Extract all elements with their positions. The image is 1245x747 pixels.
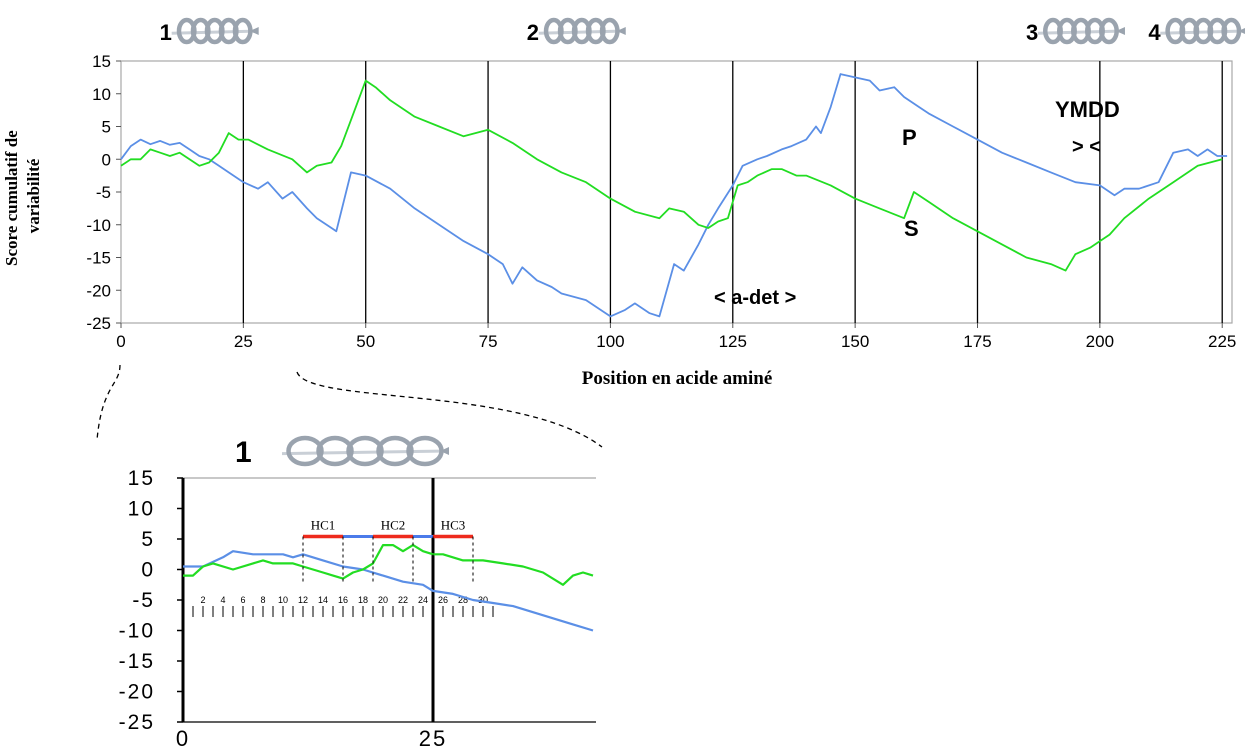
inset-y-tick-label: 10 bbox=[128, 498, 155, 521]
inset-x-tick-label: 25 bbox=[419, 726, 447, 747]
inset-y-tick-label: -5 bbox=[132, 589, 155, 612]
zoom-connector-left bbox=[96, 364, 121, 441]
x-tick-label: 0 bbox=[116, 332, 125, 351]
residue-number: 28 bbox=[458, 595, 468, 605]
inset-helix-marker: 1 bbox=[235, 435, 449, 469]
helix-icon-axis bbox=[1037, 29, 1125, 35]
residue-number: 12 bbox=[298, 595, 308, 605]
series-line-S bbox=[120, 79, 1223, 272]
annotation-ymdd-arrows: > < bbox=[1072, 136, 1101, 158]
y-tick-label: -10 bbox=[86, 216, 111, 235]
helix-label: 2 bbox=[527, 20, 539, 45]
inset-y-ticks: 15 10 5 0 -5 -10 -15 -20 -25 bbox=[119, 467, 183, 734]
x-tick-label: 175 bbox=[963, 332, 991, 351]
helix-icon-tip bbox=[249, 27, 259, 35]
residue-number: 26 bbox=[438, 595, 448, 605]
inset-x-ticks: 0 25 bbox=[176, 726, 447, 747]
inset-helix-icon-axis bbox=[281, 449, 449, 456]
helix-label: 1 bbox=[160, 20, 172, 45]
helix-icon-tip bbox=[1238, 28, 1245, 34]
inset-y-tick-label: -20 bbox=[119, 681, 155, 704]
main-x-ticks: 0 25 50 75 100 125 150 175 200 225 bbox=[116, 323, 1236, 351]
residue-number: 24 bbox=[418, 595, 428, 605]
helix-icon-tip bbox=[1115, 27, 1125, 35]
helix-label: 3 bbox=[1026, 20, 1038, 45]
main-series bbox=[120, 73, 1228, 318]
inset-series-line-S bbox=[183, 543, 594, 586]
helix-icon-axis bbox=[538, 29, 625, 35]
residue-number: 10 bbox=[278, 595, 288, 605]
inset-hc-regions: HC1 HC2 HC3 bbox=[302, 518, 474, 583]
residue-number: 18 bbox=[358, 595, 368, 605]
x-tick-label: 125 bbox=[719, 332, 747, 351]
helix-icon-axis bbox=[171, 29, 258, 35]
main-grid bbox=[242, 61, 1223, 323]
main-y-axis-label: Score cumulatif de variabilité bbox=[2, 126, 43, 266]
helix-icon-tip bbox=[616, 27, 626, 35]
helix-icon bbox=[1037, 17, 1125, 45]
hc-region-label: HC2 bbox=[381, 518, 406, 533]
residue-number: 4 bbox=[220, 595, 225, 605]
inset-series-line-P bbox=[183, 550, 594, 632]
inset-helix-icon-turn bbox=[376, 435, 414, 467]
hc-region-label: HC1 bbox=[311, 518, 336, 533]
inset-helix-icon-turn bbox=[346, 435, 384, 467]
helix-label: 4 bbox=[1148, 20, 1161, 45]
inset-x-tick-label: 0 bbox=[176, 726, 190, 747]
y-tick-label: 0 bbox=[102, 150, 111, 169]
inset-residue-ruler: 2 4 6 8 10 12 14 16 18 20 22 24 26 28 30 bbox=[192, 595, 494, 617]
residue-number: 14 bbox=[318, 595, 328, 605]
inset-helix-icon-turn bbox=[316, 435, 354, 467]
annotation-S: S bbox=[904, 216, 919, 241]
residue-number: 8 bbox=[260, 595, 265, 605]
x-tick-label: 200 bbox=[1086, 332, 1114, 351]
x-tick-label: 25 bbox=[234, 332, 253, 351]
inset-y-tick-label: 5 bbox=[141, 528, 155, 551]
x-tick-label: 100 bbox=[596, 332, 624, 351]
inset-y-tick-label: -15 bbox=[119, 650, 155, 673]
main-y-ticks: 15 10 5 0 -5 -10 -15 -20 -25 bbox=[86, 52, 121, 333]
x-tick-label: 50 bbox=[356, 332, 375, 351]
helix-icon bbox=[1160, 17, 1245, 45]
x-tick-label: 150 bbox=[841, 332, 869, 351]
inset-y-tick-label: 15 bbox=[128, 467, 155, 490]
inset-series bbox=[183, 543, 594, 632]
main-x-axis-label: Position en acide aminé bbox=[582, 368, 773, 389]
residue-number: 6 bbox=[240, 595, 245, 605]
residue-number: 2 bbox=[200, 595, 205, 605]
inset-helix-icon-turn bbox=[286, 435, 324, 467]
series-line-P bbox=[120, 73, 1228, 318]
helix-icon bbox=[538, 17, 626, 45]
y-tick-label: 10 bbox=[92, 85, 111, 104]
helix-icon bbox=[171, 17, 259, 45]
x-tick-label: 225 bbox=[1208, 332, 1236, 351]
residue-number: 16 bbox=[338, 595, 348, 605]
inset-helix-label: 1 bbox=[235, 436, 252, 469]
zoom-connector-right bbox=[296, 371, 603, 448]
inset-y-tick-label: -10 bbox=[119, 620, 155, 643]
inset-y-tick-label: 0 bbox=[141, 559, 155, 582]
y-tick-label: 15 bbox=[92, 52, 111, 71]
y-tick-label: -15 bbox=[86, 249, 111, 268]
residue-number: 22 bbox=[398, 595, 408, 605]
y-tick-label: -20 bbox=[86, 281, 111, 300]
inset-helix-icon bbox=[281, 435, 449, 467]
annotation-ymdd: YMDD bbox=[1055, 97, 1120, 122]
annotation-a-det: < a-det > bbox=[714, 287, 796, 309]
residue-number: 20 bbox=[378, 595, 388, 605]
y-tick-label: 5 bbox=[102, 118, 111, 137]
main-helix-markers: 1 2 3 4 bbox=[160, 17, 1245, 45]
residue-number: 30 bbox=[478, 595, 488, 605]
inset-y-tick-label: -25 bbox=[119, 711, 155, 734]
helix-icon-axis bbox=[1160, 29, 1245, 35]
y-tick-label: -25 bbox=[86, 314, 111, 333]
y-tick-label: -5 bbox=[96, 183, 111, 202]
annotation-P: P bbox=[902, 125, 917, 150]
inset-helix-icon-tip bbox=[440, 447, 449, 455]
hc-region-label: HC3 bbox=[441, 518, 466, 533]
x-tick-label: 75 bbox=[479, 332, 498, 351]
